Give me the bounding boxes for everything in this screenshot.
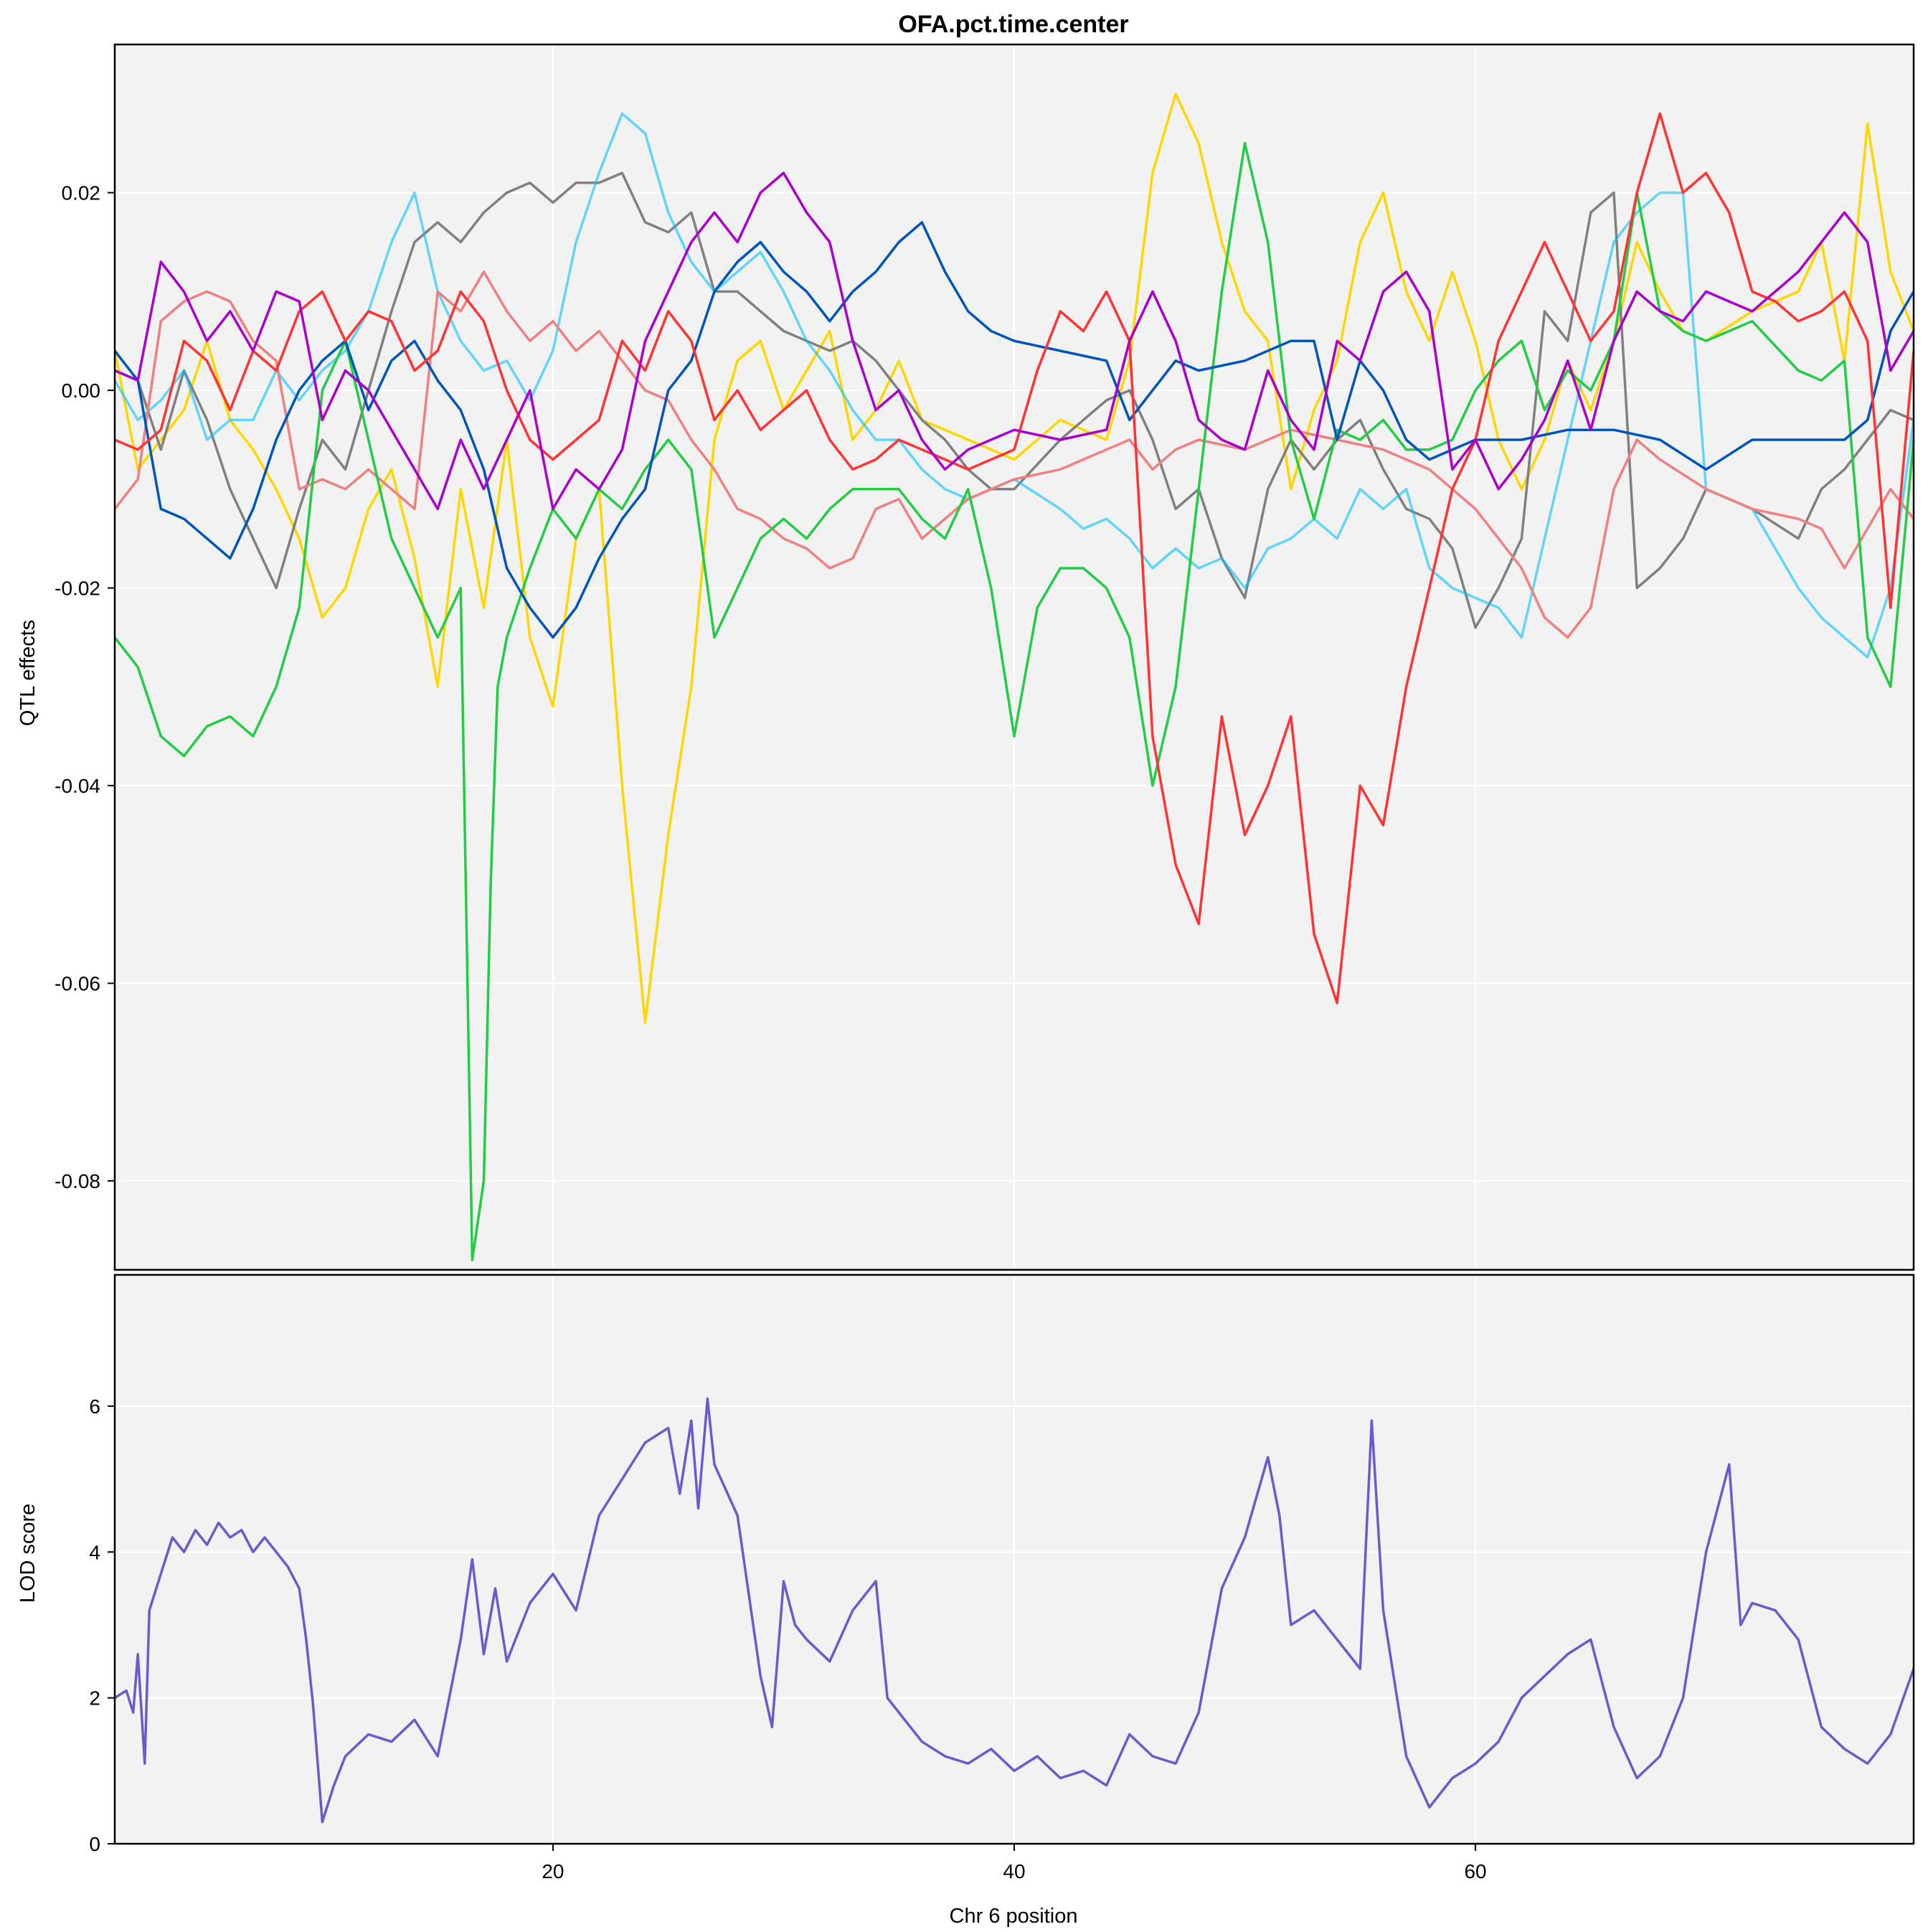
- series-line-0-7: [115, 171, 1914, 511]
- series-line-0-6: [115, 112, 1914, 1004]
- y-tick-label-0-5: 0.02: [62, 182, 101, 204]
- chart-title: OFA.pct.time.center: [898, 11, 1128, 38]
- y-tick-label-1-3: 6: [89, 1395, 100, 1418]
- series-line-0-3: [115, 270, 1914, 639]
- x-tick-label-2: 60: [1464, 1860, 1486, 1882]
- plot-frame-0: [113, 43, 1915, 1271]
- series-line-0-4: [115, 141, 1914, 1261]
- x-tick-label-1: 40: [1003, 1860, 1025, 1882]
- y-tick-label-1-2: 4: [89, 1541, 100, 1563]
- y-tick-label-1-1: 2: [89, 1687, 100, 1710]
- series-line-0-5: [115, 221, 1914, 639]
- y-tick-label-0-0: -0.08: [55, 1170, 100, 1192]
- y-tick-label-0-3: -0.02: [55, 578, 100, 600]
- y-tick-label-0-2: -0.04: [55, 775, 100, 797]
- series-line-0-0: [115, 93, 1914, 1024]
- y-tick-label-1-0: 0: [89, 1833, 100, 1855]
- y-axis-label-top: QTL effects: [16, 620, 39, 726]
- series-line-1-0: [115, 1398, 1914, 1824]
- x-axis-label: Chr 6 position: [950, 1905, 1078, 1928]
- y-tick-label-0-4: 0.00: [62, 380, 101, 402]
- y-axis-label-bottom: LOD score: [16, 1504, 39, 1603]
- x-tick-label-0: 20: [542, 1860, 564, 1882]
- y-tick-label-0-1: -0.06: [55, 973, 100, 995]
